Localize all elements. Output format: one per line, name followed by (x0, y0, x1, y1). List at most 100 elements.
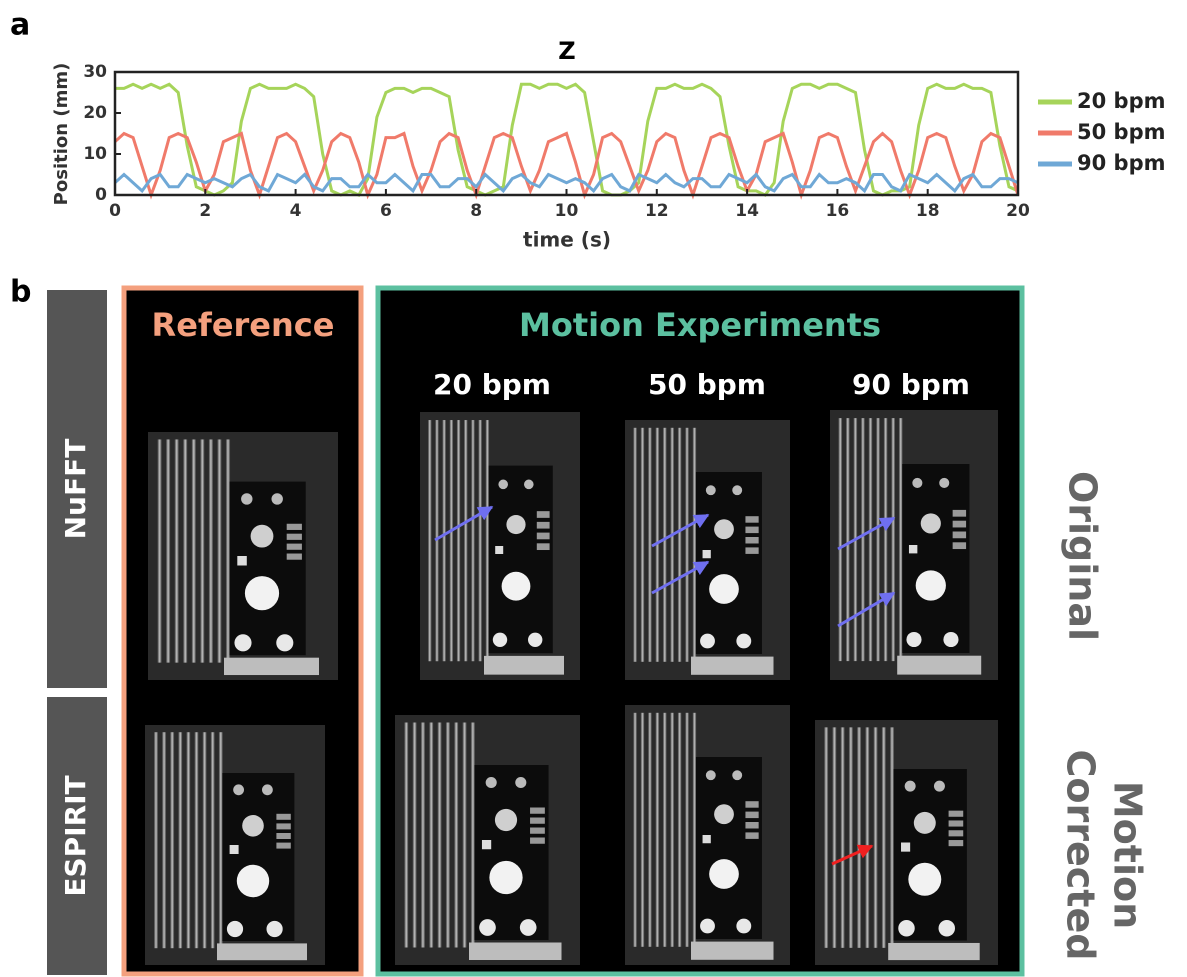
image-stripe (154, 732, 158, 949)
x-tick-label: 14 (735, 201, 759, 221)
image-sphere (906, 631, 922, 648)
side-label: Original (1061, 471, 1105, 641)
image-bar (536, 532, 550, 540)
image-stripe (208, 439, 213, 663)
image-sphere (709, 574, 739, 604)
image-bar (530, 817, 545, 824)
image-stripe (685, 427, 689, 662)
image-stripe (670, 712, 675, 947)
image-stripe (437, 722, 442, 948)
image-bar (745, 801, 759, 808)
image-sphere (904, 780, 916, 792)
image-bar (286, 523, 302, 530)
image-stripe (157, 439, 162, 663)
image-stripe (471, 420, 475, 662)
image-stripe (898, 418, 903, 662)
image-stripe (191, 439, 196, 663)
image-stripe (420, 722, 425, 948)
image-stripe (883, 418, 888, 662)
image-stripe (640, 712, 645, 947)
y-tick-label: 0 (95, 185, 107, 205)
image-sphere (492, 632, 508, 647)
row-label-bar (47, 697, 107, 975)
image-square (229, 845, 239, 854)
image-sphere (234, 634, 252, 652)
image-base (691, 941, 774, 960)
arrow (651, 513, 710, 548)
image-holder (893, 769, 967, 941)
image-stripe (685, 712, 689, 947)
image-stripe (194, 732, 199, 949)
arrow (837, 591, 896, 628)
legend-label: 50 bpm (1077, 120, 1165, 144)
image-base (897, 655, 982, 675)
image-sphere (226, 920, 244, 938)
image-bar (536, 511, 550, 518)
image-stripe (186, 732, 191, 949)
image-sphere (705, 485, 716, 496)
image-sphere (242, 815, 264, 837)
image-sphere (915, 570, 946, 601)
image-sphere (236, 864, 270, 898)
image-stripe (633, 427, 637, 662)
image-sphere (933, 780, 945, 792)
image-stripe (470, 722, 475, 948)
image-stripe (170, 732, 175, 949)
mri-image (148, 432, 338, 680)
mri-image (145, 725, 325, 965)
legend-label: 90 bpm (1077, 151, 1165, 175)
image-bar (948, 810, 964, 817)
image-sphere (705, 770, 716, 781)
image-sphere (250, 524, 274, 548)
image-sphere (736, 918, 752, 934)
image-stripe (178, 732, 183, 949)
image-sphere (501, 571, 531, 601)
image-square (908, 545, 918, 554)
y-tick-label: 10 (83, 144, 107, 164)
image-stripe (873, 727, 878, 948)
image-sphere (498, 479, 509, 490)
image-stripe (861, 418, 865, 662)
image-stripe (891, 418, 896, 662)
image-bar (948, 840, 964, 847)
image-bar (276, 823, 291, 830)
image-stripe (832, 727, 837, 948)
image-sphere (938, 920, 955, 937)
image-bar (952, 542, 967, 550)
image-base (224, 657, 319, 676)
image-sphere (939, 477, 950, 488)
image-stripe (881, 727, 886, 948)
image-stripe (429, 722, 434, 948)
column-label: 50 bpm (648, 368, 766, 401)
image-stripe (428, 420, 432, 662)
image-bar (276, 833, 291, 839)
mri-image (395, 715, 580, 965)
image-holder (902, 464, 970, 653)
image-sphere (943, 631, 959, 648)
x-tick-label: 2 (199, 201, 211, 221)
side-label: Corrected (1059, 750, 1103, 961)
image-bar (952, 509, 967, 517)
image-sphere (908, 862, 942, 896)
image-square (702, 550, 711, 559)
x-tick-label: 4 (290, 201, 302, 221)
image-bar (276, 842, 291, 849)
image-bar (536, 521, 550, 529)
image-bar (745, 811, 759, 819)
y-tick-label: 30 (83, 62, 107, 82)
image-stripe (670, 427, 675, 662)
image-holder (695, 757, 762, 939)
image-sphere (524, 479, 534, 490)
column-label: 90 bpm (852, 368, 970, 401)
data-line (113, 131, 1020, 200)
mri-image (625, 420, 790, 680)
image-sphere (276, 634, 294, 652)
image-sphere (266, 920, 283, 938)
image-stripe (200, 439, 205, 663)
data-line (115, 82, 1019, 197)
x-tick-label: 16 (826, 201, 850, 221)
image-sphere (233, 784, 245, 796)
column-label: 20 bpm (433, 368, 551, 401)
image-stripe (840, 727, 845, 948)
image-square (901, 842, 911, 852)
